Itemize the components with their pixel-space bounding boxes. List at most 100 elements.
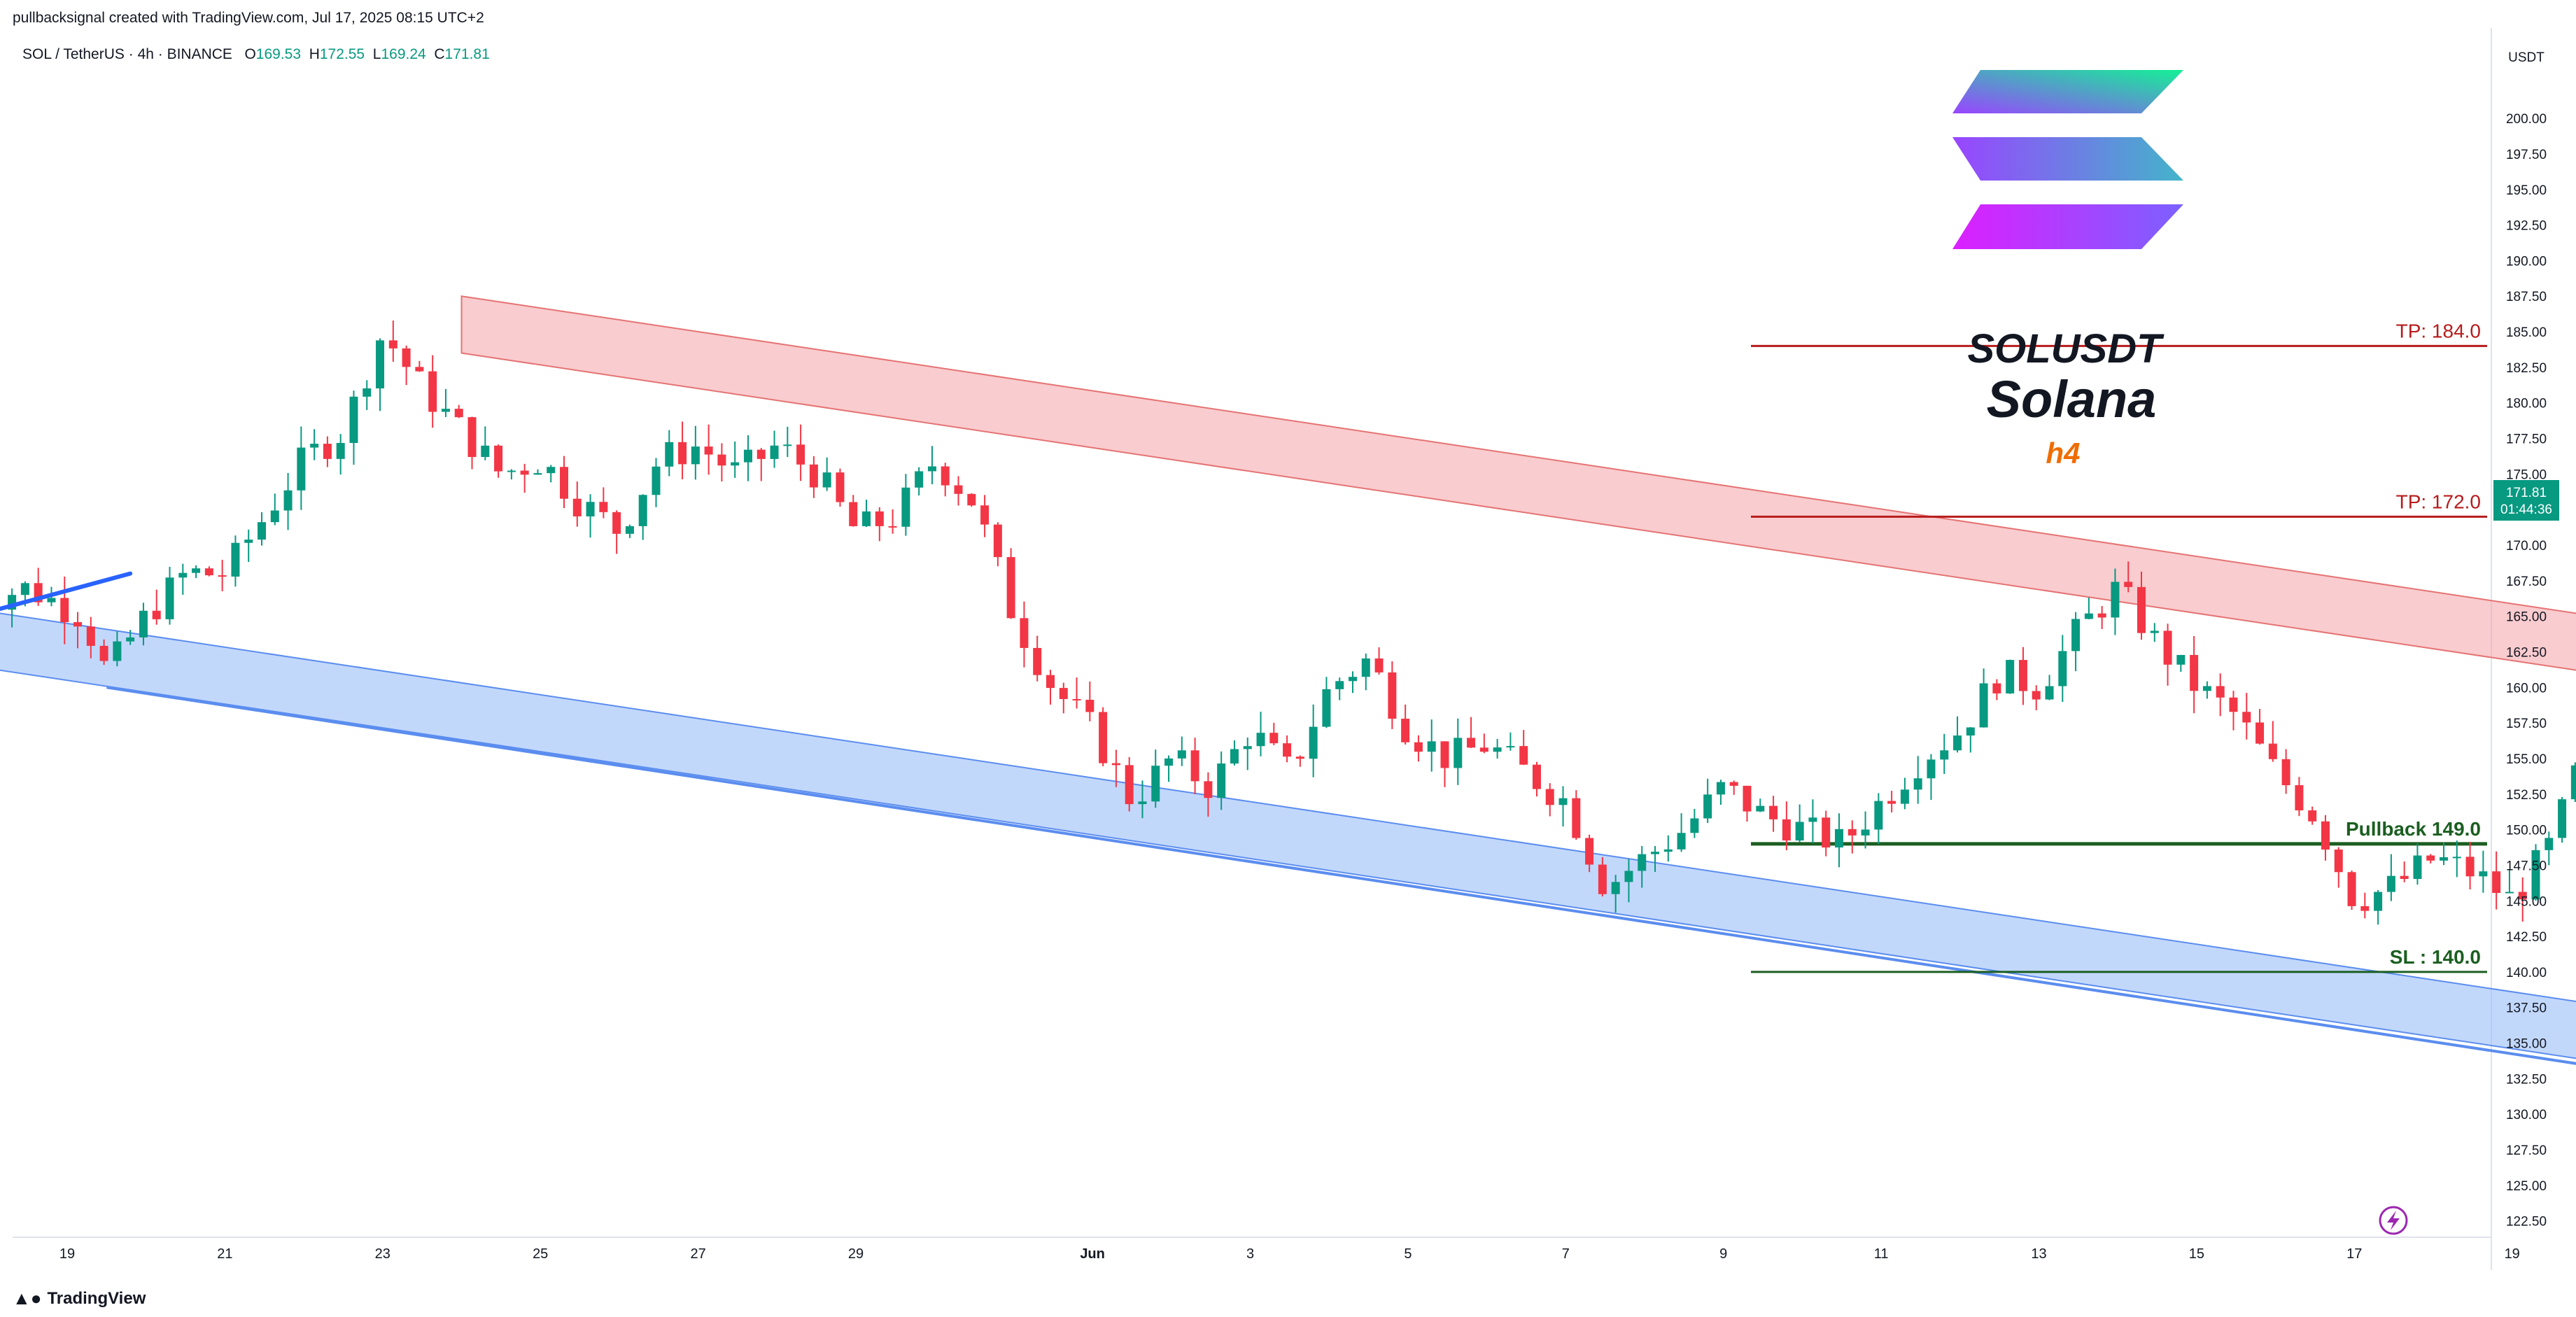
price-tick: 177.50 (2506, 432, 2547, 447)
candle-body (927, 466, 936, 472)
price-tick: 180.00 (2506, 397, 2547, 411)
candle-body (783, 444, 792, 446)
candle-body (2268, 743, 2277, 759)
candle-body (2360, 906, 2370, 911)
candle-body (2426, 855, 2435, 861)
time-axis[interactable]: 192123252729Jun357911131517192123252729J… (59, 1246, 2576, 1262)
candle-body (1414, 742, 1423, 752)
candle-body (547, 467, 556, 474)
drawn-channels[interactable] (0, 295, 2576, 1228)
candle-body (1519, 746, 1528, 765)
candle-body (388, 340, 397, 348)
candle-body (2006, 660, 2015, 693)
candle-body (270, 510, 279, 523)
candle-body (2518, 892, 2527, 900)
candle-body (47, 598, 56, 603)
candle-body (2281, 759, 2290, 786)
candle-body (2452, 857, 2461, 859)
candle-body (1256, 733, 1265, 747)
candle-body (349, 396, 358, 443)
candle-body (1782, 819, 1791, 841)
price-tick: 150.00 (2506, 824, 2547, 838)
candle-body (1454, 738, 1463, 768)
price-tick: 137.50 (2506, 1001, 2547, 1016)
price-tick: 190.00 (2506, 254, 2547, 269)
tp1-level-label: TP: 184.0 (2396, 320, 2481, 341)
trendlines[interactable] (0, 571, 2576, 1164)
candle-body (2465, 857, 2475, 877)
candle-body (2570, 765, 2576, 800)
chart-credit: pullbacksignal created with TradingView.… (13, 10, 484, 26)
tradingview-logo-icon: ▲​● (13, 1288, 42, 1309)
candle-body (139, 610, 148, 638)
price-tick: 200.00 (2506, 112, 2547, 127)
candle-body (1834, 829, 1843, 848)
candle-body (770, 445, 779, 459)
candle-body (1874, 801, 1883, 830)
candle-body (2308, 810, 2317, 822)
candles (0, 321, 2576, 925)
candle-body (954, 485, 963, 494)
low-label: L (372, 46, 381, 62)
candle-body (1716, 782, 1725, 795)
symbol-pair[interactable]: SOL / TetherUS · 4h · BINANCE (22, 46, 232, 62)
candle-body (231, 542, 240, 577)
candle-body (625, 526, 634, 534)
candle-body (441, 409, 450, 412)
candle-body (1361, 658, 1370, 677)
close-label: C (434, 46, 445, 62)
candle-body (1545, 789, 1554, 805)
candle-body (796, 444, 805, 465)
candle-body (731, 462, 740, 466)
candle-body (1861, 829, 1870, 836)
price-tick: 145.00 (2506, 894, 2547, 909)
candle-body (1151, 766, 1160, 802)
candle-body (2150, 631, 2159, 633)
candle-body (1190, 750, 1199, 782)
candle-body (1295, 756, 1304, 759)
candle-body (2058, 651, 2067, 686)
price-tick: 192.50 (2506, 219, 2547, 234)
candle-body (1585, 838, 1594, 865)
candle-body (1388, 672, 1397, 719)
price-tick: 167.50 (2506, 575, 2547, 589)
trade-levels[interactable]: TP: 184.0 TP: 172.0 Pullback 149.0 SL : 140… (1751, 320, 2487, 973)
candle-body (204, 568, 213, 576)
candle-body (1269, 733, 1279, 744)
candle-body (1309, 726, 1318, 759)
candle-body (1808, 817, 1817, 822)
candle-body (1059, 688, 1068, 699)
time-tick: 13 (2031, 1246, 2046, 1262)
price-tick: 187.50 (2506, 290, 2547, 304)
candle-body (941, 466, 950, 486)
price-tick: 197.50 (2506, 148, 2547, 162)
candle-body (2505, 892, 2514, 894)
lightning-icon[interactable] (2379, 1206, 2408, 1235)
tradingview-logo[interactable]: ▲​● TradingView (13, 1288, 146, 1309)
candle-body (1125, 765, 1134, 805)
time-tick: 19 (59, 1246, 75, 1262)
symbol-ohlc-legend[interactable]: SOL / TetherUS · 4h · BINANCE O169.53 H1… (22, 46, 490, 63)
candle-body (2440, 857, 2449, 861)
candle-body (967, 493, 976, 506)
candle-body (1756, 805, 1765, 812)
time-tick: 29 (848, 1246, 864, 1262)
candle-body (2137, 586, 2146, 633)
close-value: 171.81 (444, 46, 490, 62)
ticker-annotation: SOLUSDT (1967, 326, 2165, 372)
candle-body (1927, 759, 1936, 779)
candle-body (2545, 838, 2554, 850)
candle-body (1795, 822, 1804, 841)
candle-body (599, 502, 608, 512)
price-axis[interactable]: 200.00 197.50 195.00 192.50 190.00 187.50 185.… (2506, 112, 2547, 1230)
candle-body (310, 444, 319, 448)
candle-body (1479, 747, 1488, 752)
candle-body (1204, 781, 1213, 798)
candle-body (363, 388, 372, 397)
candle-body (1111, 763, 1120, 766)
time-tick: 23 (375, 1246, 390, 1262)
candle-body (1690, 818, 1699, 833)
candle-body (980, 505, 990, 525)
candle-body (2413, 855, 2422, 880)
